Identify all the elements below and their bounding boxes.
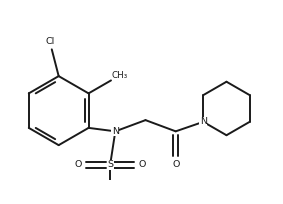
Text: N: N [112, 127, 119, 136]
Text: O: O [138, 161, 146, 170]
Text: O: O [172, 160, 179, 169]
Text: N: N [200, 117, 207, 126]
Text: S: S [107, 161, 113, 170]
Text: CH₃: CH₃ [112, 71, 128, 80]
Text: O: O [75, 161, 82, 170]
Text: Cl: Cl [45, 37, 55, 46]
